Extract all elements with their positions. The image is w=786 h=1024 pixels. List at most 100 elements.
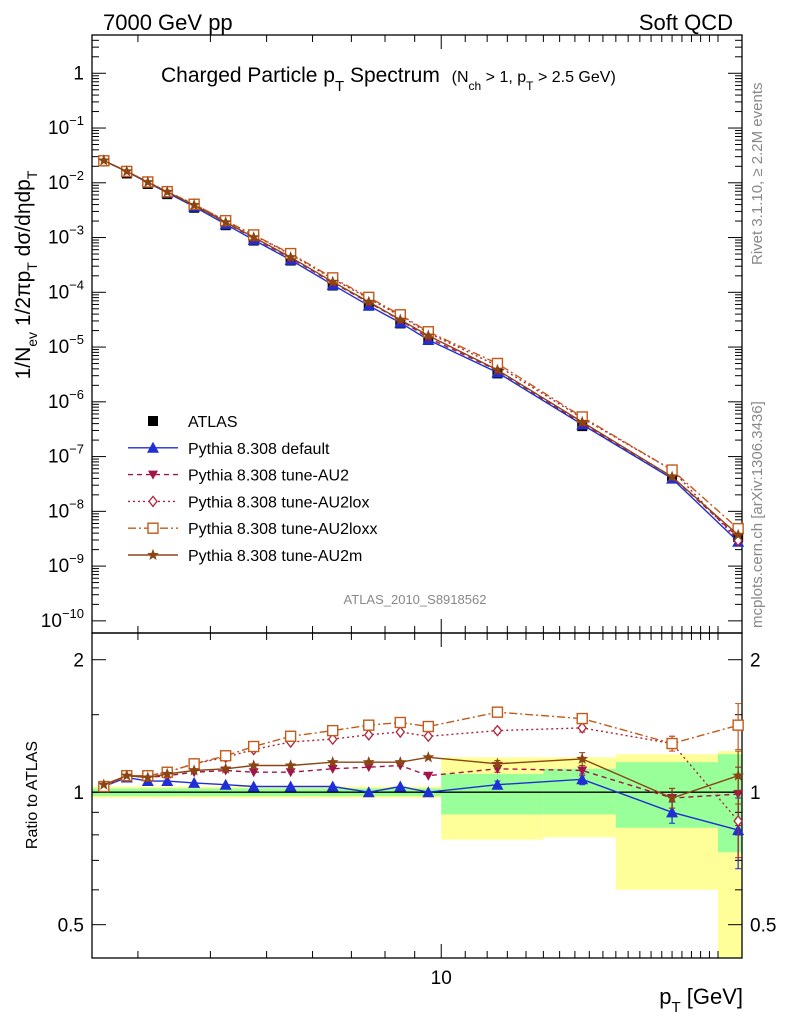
y-tick-label: 10−5	[48, 332, 84, 358]
main-y-axis-label: 1/Nev 1/2πpT dσ/dηdpT	[12, 170, 40, 379]
ratio-marker-1	[423, 771, 434, 781]
rivet-version-label: Rivet 3.1.10, ≥ 2.2M events	[749, 83, 766, 266]
ratio-marker-0	[284, 780, 297, 792]
y-tick-label: 10−2	[48, 168, 84, 194]
ratio-plot-panel: 0.5 0.5 1 1 2 2 10	[58, 632, 776, 989]
ratio-y-tick-label-right: 2	[750, 651, 761, 672]
ratio-y-tick-label-right: 0.5	[750, 916, 776, 937]
series-marker-4	[97, 154, 110, 166]
ylabel-b-sub: T	[24, 262, 40, 271]
ratio-marker-0	[491, 778, 504, 790]
ratio-marker-3	[284, 730, 297, 742]
ratio-marker-1	[577, 766, 588, 776]
ylabel-b: 1/2πp	[12, 271, 35, 332]
legend: ATLAS Pythia 8.308 default Pythia 8.308 tu…	[128, 414, 377, 565]
legend-marker-3	[147, 522, 159, 534]
mcplots-credit-label: mcplots.cern.ch [arXiv:1306.3436]	[749, 401, 766, 628]
xlabel-a: p	[659, 984, 671, 1009]
legend-label-3: Pythia 8.308 tune-AU2loxx	[188, 521, 377, 538]
ratio-marker-2	[733, 814, 743, 828]
main-plot-panel: 1 10−1 10−2 10−3 10−4 10−5 10−6 10−7 10−8 10−9 10−…	[41, 34, 745, 634]
ylabel-c-sub: T	[24, 170, 40, 179]
title-cut: (N	[452, 69, 469, 86]
series-marker-4	[666, 470, 678, 482]
ratio-marker-3	[422, 720, 435, 733]
y-tick-label: 10−3	[48, 223, 84, 249]
legend-marker-2	[148, 495, 158, 508]
ratio-marker-4	[326, 756, 339, 768]
y-tick-label: 10−10	[41, 606, 84, 632]
title-cut-sub2: T	[526, 79, 534, 93]
legend-marker-atlas	[148, 416, 158, 426]
ratio-y-tick-label-left: 1	[73, 783, 84, 804]
series-marker-4	[576, 415, 589, 427]
series-marker-4	[120, 165, 133, 177]
title-cut-sub1: ch	[469, 79, 482, 93]
ratio-y-tick-label-right: 1	[750, 783, 761, 804]
series-marker-4	[326, 275, 339, 287]
y-tick-label: 10−1	[48, 113, 84, 139]
xlabel-b: [GeV]	[681, 984, 743, 1009]
ratio-marker-3	[576, 712, 588, 725]
ratio-marker-4	[141, 771, 154, 783]
ratio-marker-4	[576, 752, 589, 764]
ratio-marker-4	[120, 769, 133, 781]
title-main-rest: Spectrum	[344, 64, 440, 87]
legend-label-2: Pythia 8.308 tune-AU2lox	[188, 494, 369, 511]
ratio-marker-3	[327, 724, 339, 737]
ratio-marker-2	[395, 725, 406, 739]
ratio-marker-4	[284, 759, 297, 771]
ratio-marker-4	[188, 764, 200, 776]
series-marker-4	[422, 329, 435, 341]
ratio-y-axis-label: Ratio to ATLAS	[24, 741, 41, 849]
ylabel-c: dσ/dηdp	[12, 179, 35, 262]
main-plot-title: Charged Particle pT Spectrum (Nch > 1, p…	[161, 64, 616, 95]
ratio-marker-3	[219, 750, 232, 762]
ratio-marker-0	[422, 786, 435, 798]
ratio-marker-1	[285, 768, 296, 778]
ratio-marker-4	[732, 769, 745, 781]
x-axis-label: pT [GeV]	[659, 984, 743, 1016]
ratio-marker-3	[247, 740, 260, 753]
legend-marker-4	[147, 548, 159, 560]
ratio-line-1	[103, 764, 739, 799]
header-right: Soft QCD	[639, 10, 733, 35]
ratio-marker-0	[666, 806, 679, 818]
title-cut-mid: > 1, p	[481, 69, 526, 86]
analysis-watermark: ATLAS_2010_S8918562	[344, 592, 487, 607]
ratio-marker-3	[732, 719, 744, 731]
ratio-marker-0	[188, 776, 201, 788]
y-tick-label: 10−9	[48, 551, 84, 577]
series-line-1	[103, 160, 739, 538]
ratio-marker-4	[161, 767, 174, 779]
header-left: 7000 GeV pp	[103, 10, 233, 35]
ratio-y-tick-label-left: 2	[73, 651, 84, 672]
ratio-marker-4	[422, 751, 435, 763]
ratio-marker-3	[666, 737, 678, 750]
ratio-marker-1	[248, 768, 259, 778]
legend-label-0: Pythia 8.308 default	[188, 441, 330, 458]
ratio-marker-4	[491, 757, 504, 769]
x-tick-label: 10	[431, 968, 452, 989]
ratio-marker-4	[97, 778, 110, 790]
title-main-sub: T	[335, 78, 344, 95]
legend-marker-0	[147, 441, 159, 453]
ratio-marker-4	[247, 759, 260, 771]
ratio-marker-0	[219, 778, 232, 790]
ratio-line-3	[103, 711, 739, 788]
y-tick-label: 10−7	[48, 442, 84, 468]
ratio-marker-4	[362, 756, 375, 768]
series-marker-4	[362, 295, 375, 307]
ratio-marker-0	[362, 786, 375, 798]
series-marker-4	[394, 313, 407, 325]
stat-uncertainty-band	[441, 773, 544, 815]
ylabel-a-sub: ev	[24, 332, 40, 347]
ratio-marker-0	[576, 773, 589, 785]
series-marker-4	[491, 363, 504, 375]
legend-marker-1	[148, 470, 158, 480]
legend-label-1: Pythia 8.308 tune-AU2	[188, 468, 349, 485]
ratio-y-tick-label-left: 0.5	[58, 916, 84, 937]
series-marker-4	[141, 176, 154, 188]
ratio-marker-3	[491, 706, 504, 718]
series-marker-4	[284, 251, 297, 263]
